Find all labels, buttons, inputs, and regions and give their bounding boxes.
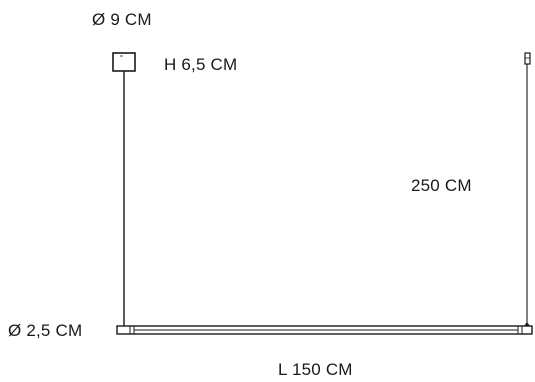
linear-light-bar <box>116 322 533 335</box>
bar-diameter-label: Ø 2,5 CM <box>8 321 83 340</box>
canopy-diameter-label: Ø 9 CM <box>92 10 152 29</box>
canopy-height-label: H 6,5 CM <box>164 55 238 74</box>
cable-length-label: 250 CM <box>411 176 472 195</box>
right-ceiling-fixing <box>524 52 531 65</box>
ceiling-canopy <box>112 52 136 72</box>
bar-length-label: L 150 CM <box>278 360 353 379</box>
